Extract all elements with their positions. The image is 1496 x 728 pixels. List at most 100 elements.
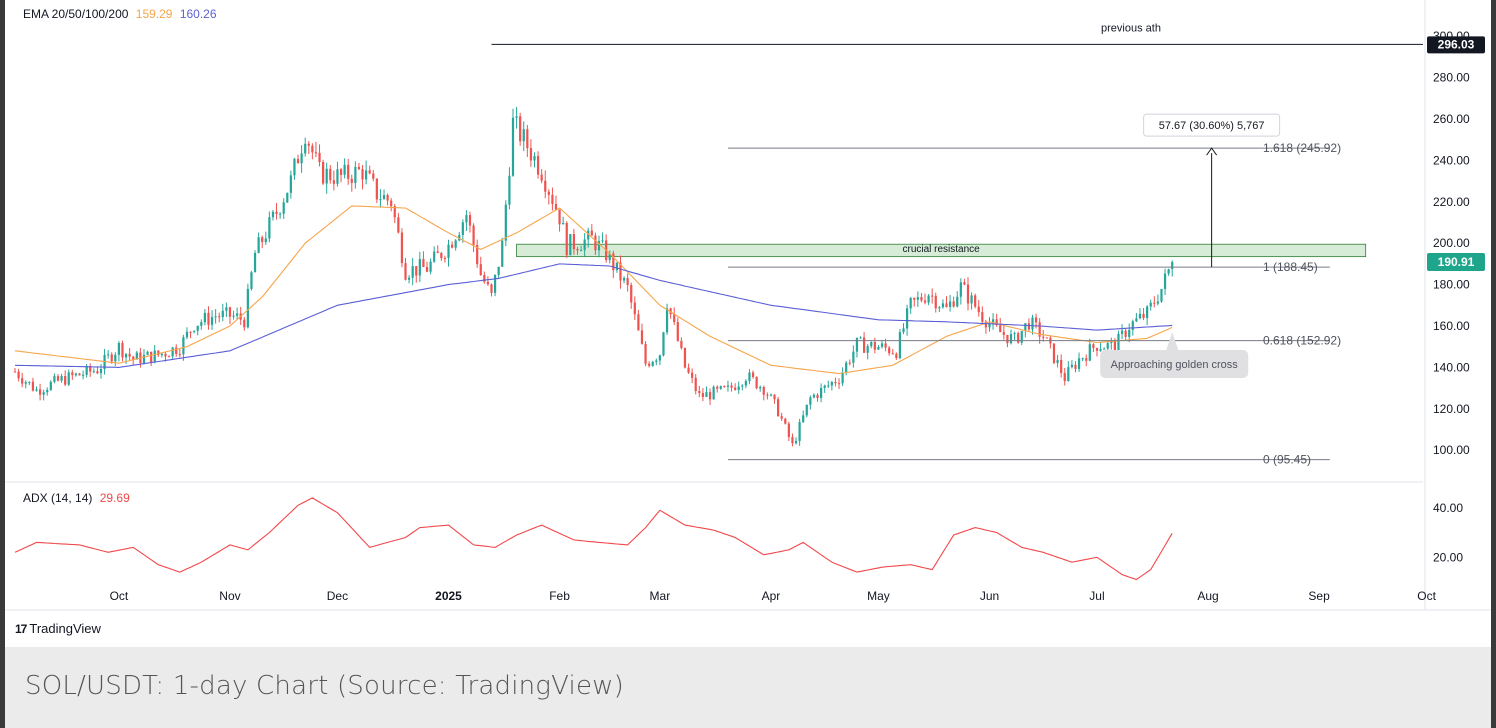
candle bbox=[49, 380, 52, 391]
candle-body bbox=[458, 234, 461, 241]
candle-body bbox=[1002, 332, 1005, 335]
candle-body bbox=[53, 376, 56, 382]
candle bbox=[425, 261, 429, 273]
candle-body bbox=[1142, 313, 1145, 319]
adx-legend[interactable]: ADX (14, 14) 29.69 bbox=[23, 491, 130, 505]
candle-body bbox=[1171, 262, 1174, 270]
candle bbox=[28, 381, 31, 386]
candle-body bbox=[870, 341, 873, 347]
price-tick-label: 240.00 bbox=[1433, 153, 1470, 167]
candle-body bbox=[1081, 358, 1084, 360]
fib-level-label: 0 (95.45) bbox=[1263, 453, 1311, 467]
candle bbox=[415, 266, 418, 283]
time-tick-label: Jun bbox=[980, 589, 999, 603]
candle-body bbox=[981, 312, 984, 322]
candle-body bbox=[1074, 364, 1077, 369]
candle bbox=[99, 364, 103, 379]
candle bbox=[508, 167, 511, 210]
candle-body bbox=[1146, 306, 1149, 319]
candle bbox=[737, 381, 740, 394]
candle-body bbox=[443, 257, 447, 259]
candle-body bbox=[1056, 359, 1059, 363]
candle-body bbox=[888, 347, 891, 354]
candle bbox=[422, 251, 425, 268]
candle-body bbox=[339, 169, 343, 175]
candle-body bbox=[762, 386, 765, 395]
candle-body bbox=[1042, 336, 1045, 338]
candle-body bbox=[508, 175, 511, 205]
measure-label: 57.67 (30.60%) 5,767 bbox=[1159, 120, 1265, 132]
candle-body bbox=[42, 392, 45, 395]
chart-canvas[interactable]: crucial resistance previous ath 1.618 (24… bbox=[5, 0, 1491, 647]
candle-body bbox=[977, 306, 980, 313]
adx-line bbox=[14, 497, 1173, 581]
ema-long-line bbox=[14, 263, 1173, 368]
candle bbox=[694, 374, 697, 395]
price-tick-label: 260.00 bbox=[1433, 112, 1470, 126]
candle bbox=[1128, 323, 1131, 343]
candle-body bbox=[99, 368, 103, 374]
candle-body bbox=[816, 394, 819, 398]
candle-body bbox=[375, 178, 378, 200]
candle-body bbox=[81, 374, 85, 376]
candle bbox=[440, 251, 443, 261]
candle-body bbox=[1117, 333, 1120, 353]
candle-body bbox=[386, 195, 389, 201]
time-tick-label: Nov bbox=[219, 589, 240, 603]
candle bbox=[963, 278, 966, 286]
candle bbox=[565, 221, 568, 258]
candle-body bbox=[132, 356, 135, 360]
candle-body bbox=[802, 415, 805, 423]
candle-body bbox=[1113, 341, 1117, 353]
candle-body bbox=[275, 211, 278, 214]
candle bbox=[418, 251, 421, 282]
candle bbox=[225, 302, 228, 317]
candle bbox=[676, 317, 679, 342]
candle-body bbox=[486, 281, 490, 285]
candle-body bbox=[1160, 289, 1163, 302]
price-tick-label: 280.00 bbox=[1433, 71, 1470, 85]
candle bbox=[325, 162, 328, 194]
candle-body bbox=[877, 346, 880, 350]
candle-body bbox=[759, 386, 762, 389]
candle-body bbox=[440, 253, 443, 258]
tradingview-logo[interactable]: 17 TradingView bbox=[15, 621, 101, 636]
candle bbox=[433, 246, 436, 263]
candle bbox=[322, 159, 325, 185]
candle-body bbox=[1138, 313, 1142, 319]
candle bbox=[257, 232, 260, 254]
fib-level-label: 1 (188.45) bbox=[1263, 260, 1318, 274]
adx-tick-label: 20.00 bbox=[1433, 550, 1463, 564]
candle bbox=[547, 189, 550, 205]
candle bbox=[913, 297, 916, 307]
candle bbox=[1095, 347, 1099, 357]
candle bbox=[751, 370, 755, 379]
ema-legend[interactable]: EMA 20/50/100/200 159.29 160.26 bbox=[23, 7, 217, 21]
candle bbox=[128, 348, 131, 361]
candle-body bbox=[49, 381, 52, 390]
candle-body bbox=[594, 235, 597, 251]
candle bbox=[42, 389, 45, 401]
candle bbox=[286, 192, 289, 203]
candle bbox=[382, 189, 386, 200]
candle-body bbox=[841, 372, 844, 384]
candle bbox=[622, 276, 626, 284]
candle bbox=[171, 346, 174, 360]
candle bbox=[243, 316, 246, 331]
candle-body bbox=[755, 376, 758, 389]
candle-body bbox=[956, 296, 959, 307]
candle-body bbox=[784, 418, 787, 424]
candle bbox=[429, 258, 432, 275]
candle-body bbox=[64, 376, 67, 385]
price-tick-label: 200.00 bbox=[1433, 236, 1470, 250]
price-tick-label: 160.00 bbox=[1433, 319, 1470, 333]
candle bbox=[673, 307, 676, 325]
candle-body bbox=[38, 389, 42, 395]
golden-cross-box bbox=[1100, 349, 1249, 378]
candle-body bbox=[705, 392, 708, 397]
candle bbox=[866, 344, 869, 360]
candle-body bbox=[913, 297, 916, 300]
candle bbox=[468, 211, 472, 233]
candle bbox=[626, 273, 629, 292]
candle bbox=[1074, 361, 1077, 373]
